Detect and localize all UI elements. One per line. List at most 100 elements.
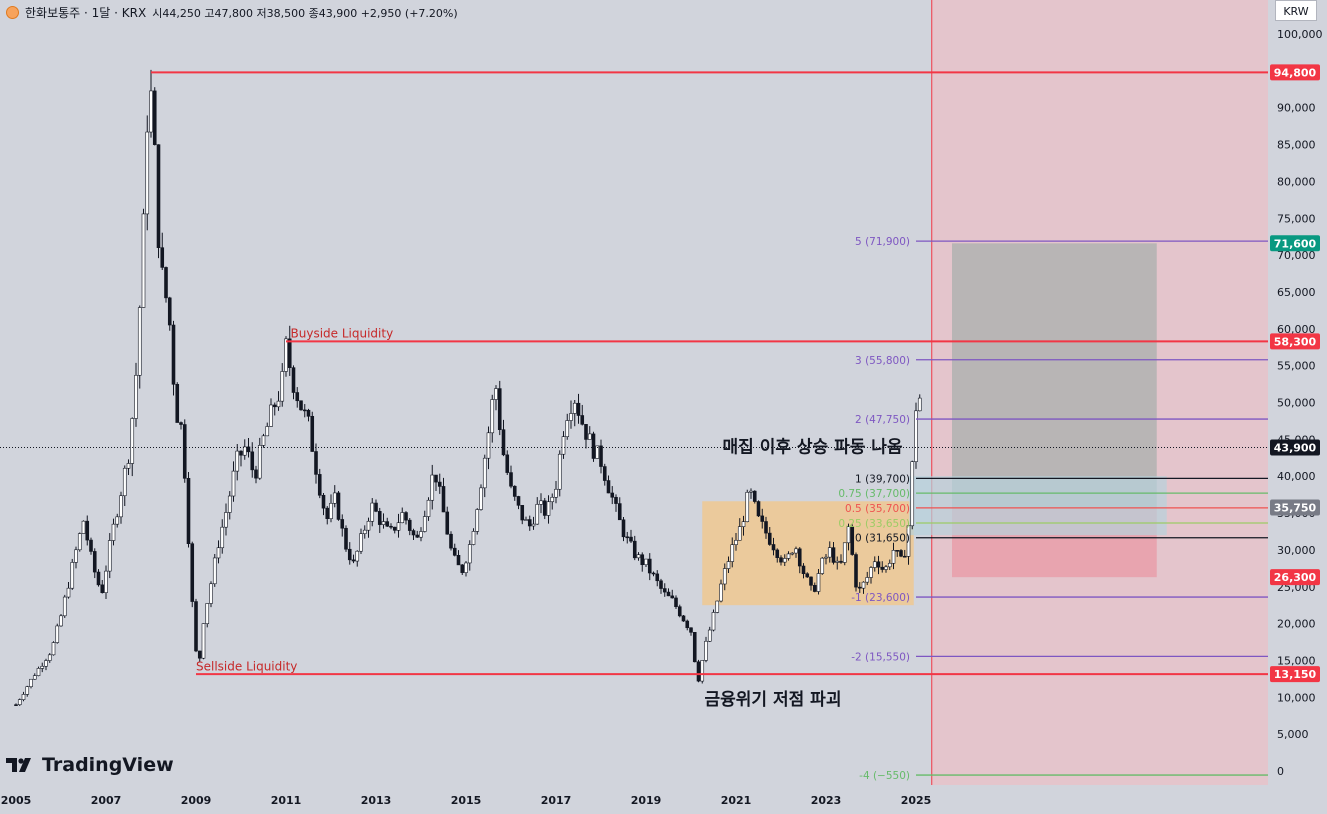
candle-body xyxy=(689,627,693,633)
price-badge xyxy=(1270,235,1320,252)
candle-body xyxy=(201,623,206,659)
chart-annotation: Sellside Liquidity xyxy=(196,660,297,674)
candle-body xyxy=(182,424,187,479)
candle-body xyxy=(325,507,330,519)
candle-body xyxy=(749,490,753,493)
candle-body xyxy=(104,570,108,593)
candle-body xyxy=(767,532,772,545)
candle-body xyxy=(599,445,603,467)
price-badge-label: 71,600 xyxy=(1274,237,1317,250)
candle-body xyxy=(362,529,367,534)
candle-body xyxy=(602,466,607,481)
tradingview-logo[interactable]: TradingView xyxy=(6,754,174,776)
candle-body xyxy=(70,562,75,589)
y-tick-label: 50,000 xyxy=(1277,397,1316,410)
candle-body xyxy=(494,388,498,400)
candle-body xyxy=(872,561,877,568)
candle-body xyxy=(115,516,120,525)
candle-body xyxy=(434,474,438,483)
fib-level-label: -2 (15,550) xyxy=(851,651,910,663)
candle-body xyxy=(89,539,93,552)
candle-body xyxy=(895,550,900,552)
candle-body xyxy=(370,502,375,522)
candle-body xyxy=(317,474,322,496)
candle-body xyxy=(850,526,855,555)
candle-body xyxy=(891,550,896,564)
candle-body xyxy=(227,495,232,513)
candle-body xyxy=(546,501,551,516)
candle-body xyxy=(171,324,176,385)
candle-body xyxy=(164,267,168,299)
candle-body xyxy=(554,488,558,498)
candle-body xyxy=(134,374,138,419)
level-line-layer xyxy=(0,71,1268,776)
candle-body xyxy=(265,426,270,437)
candle-body xyxy=(722,568,727,585)
candle-body xyxy=(490,399,495,434)
candle-body xyxy=(677,606,682,617)
candle-body xyxy=(621,519,626,538)
symbol-header: 한화보통주 · 1달 · KRX 시44,250 고47,800 저38,500… xyxy=(6,4,458,21)
candle-body xyxy=(790,552,795,555)
candle-body xyxy=(81,520,86,534)
x-tick-label: 2019 xyxy=(631,794,662,807)
fib-level-label: 1 (39,700) xyxy=(855,473,910,485)
fib-level-label: -4 (−550) xyxy=(859,770,910,782)
candle-body xyxy=(809,576,813,586)
candle-body xyxy=(107,540,112,572)
candle-body xyxy=(404,512,408,521)
change-value: +2,950 (+7.20%) xyxy=(360,6,458,20)
candle-body xyxy=(887,562,892,568)
candle-body xyxy=(902,555,907,558)
candle-body xyxy=(700,660,705,682)
symbol-title[interactable]: 한화보통주 · 1달 · KRX xyxy=(25,6,147,20)
candle-body xyxy=(857,586,862,589)
chart-annotation: 금융위기 저점 파괴 xyxy=(705,690,842,710)
candle-body xyxy=(771,544,776,551)
candle-body xyxy=(190,543,195,602)
candle-body xyxy=(625,536,630,539)
price-badge xyxy=(1270,333,1320,350)
candle-body xyxy=(137,307,142,376)
candle-body xyxy=(550,496,555,503)
zone-layer xyxy=(702,0,1268,785)
candle-body xyxy=(336,492,341,520)
candle-body xyxy=(535,504,540,525)
candle-body xyxy=(126,463,131,469)
candle-body xyxy=(760,515,765,522)
price-badge-label: 94,800 xyxy=(1274,66,1317,79)
fib-level-label: 0 (31,650) xyxy=(855,533,910,545)
candle-body xyxy=(437,481,442,487)
price-badge-label: 58,300 xyxy=(1274,335,1317,348)
candle-body xyxy=(246,446,251,453)
price-badge-label: 35,750 xyxy=(1274,502,1317,515)
symbol-logo-icon xyxy=(6,6,19,19)
candle-body xyxy=(917,397,922,412)
accumulation-box[interactable] xyxy=(702,501,914,606)
candle-body xyxy=(497,388,502,430)
candle-body xyxy=(737,526,742,541)
candle-body xyxy=(306,409,311,417)
candle-body xyxy=(452,547,457,556)
candle-body xyxy=(310,415,315,452)
chart-annotation: 매집 이후 상승 파동 나옴 xyxy=(723,436,903,457)
candle-body xyxy=(47,654,52,661)
currency-button[interactable]: KRW xyxy=(1275,0,1317,21)
candle-body xyxy=(32,675,37,680)
candle-body xyxy=(160,247,165,268)
candle-body xyxy=(242,446,247,456)
candle-body xyxy=(96,571,101,586)
candle-body xyxy=(775,549,780,558)
candle-body xyxy=(385,521,390,527)
position-target-zone[interactable] xyxy=(952,243,1157,508)
candle-body xyxy=(674,597,678,608)
candle-body xyxy=(666,591,671,597)
candle-body xyxy=(377,511,382,525)
candle-body xyxy=(407,519,412,531)
y-tick-label: 55,000 xyxy=(1277,360,1316,373)
low-label: 저 xyxy=(256,6,267,20)
candle-body xyxy=(869,567,873,578)
candle-body xyxy=(475,509,480,532)
candle-body xyxy=(580,415,585,425)
